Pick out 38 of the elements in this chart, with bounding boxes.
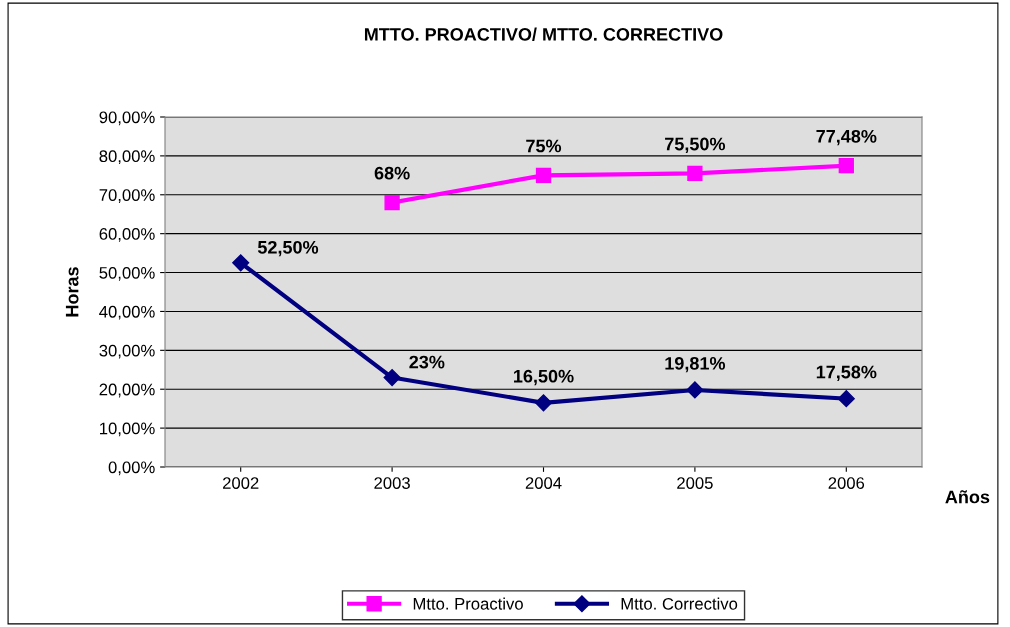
data-label: 23% (409, 355, 445, 369)
x-tick-label: 2006 (828, 477, 865, 489)
data-label: 52,50% (257, 240, 319, 257)
data-label: 17,58% (816, 365, 877, 382)
data-label: 75,50% (665, 137, 726, 153)
point (838, 158, 854, 174)
y-tick-label: 90,00% (99, 111, 155, 126)
point (384, 194, 400, 211)
chart-title: MTTO. PROACTIVO/ MTTO. CORRECTIVO (364, 27, 723, 41)
data-label: 68% (374, 166, 410, 180)
y-axis-title: Horas (65, 267, 79, 317)
data-label: 16,50% (514, 369, 574, 386)
y-tick-label: 50,00% (99, 266, 155, 281)
data-label: 75% (526, 139, 562, 153)
data-label: 77,48% (816, 129, 877, 146)
point (686, 381, 704, 399)
y-tick-label: 20,00% (99, 383, 155, 398)
x-tick-label: 2005 (677, 477, 713, 489)
data-label: 19,81% (665, 356, 726, 373)
y-tick-label: 0,00% (108, 461, 155, 476)
y-tick-label: 40,00% (99, 305, 155, 320)
legend-label: Mtto. Proactivo (413, 597, 523, 610)
point (383, 369, 401, 387)
point (535, 167, 552, 183)
y-tick-label: 10,00% (100, 422, 155, 437)
x-tick-label: 2004 (525, 477, 562, 489)
x-tick-label: 2002 (223, 477, 259, 489)
legend-label: Mtto. Correctivo (621, 597, 738, 610)
y-tick-label: 70,00% (99, 189, 155, 203)
x-axis-title: Años (945, 490, 990, 504)
point (837, 390, 855, 408)
y-tick-label: 80,00% (99, 150, 155, 165)
point (232, 254, 250, 272)
point (687, 165, 703, 182)
point (534, 394, 553, 412)
y-tick-label: 60,00% (99, 228, 155, 242)
y-tick-label: 30,00% (99, 344, 155, 359)
x-tick-label: 2003 (374, 477, 410, 489)
